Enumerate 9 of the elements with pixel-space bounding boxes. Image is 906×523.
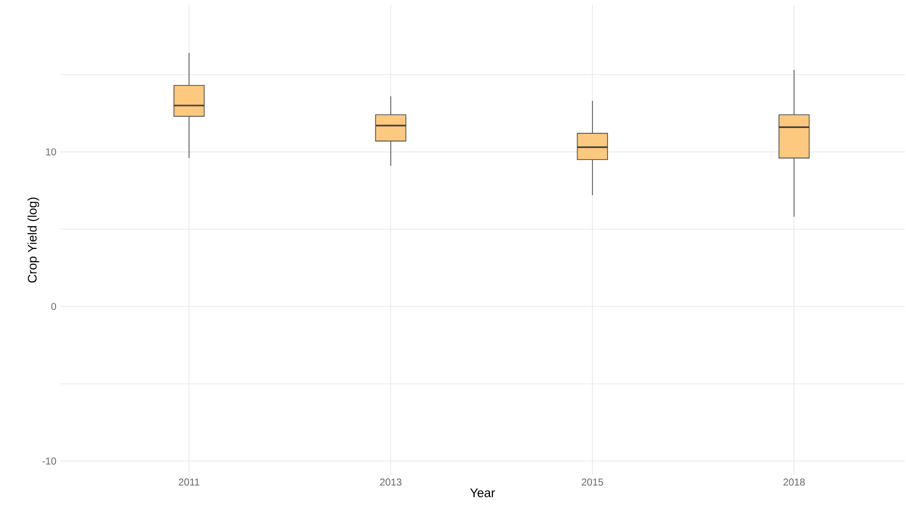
x-axis-title: Year [470, 488, 495, 498]
x-tick-label: 2015 [582, 478, 604, 486]
x-tick-label: 2011 [178, 478, 200, 486]
y-tick-label: 0 [51, 302, 56, 310]
x-tick-label: 2013 [380, 478, 402, 486]
x-tick-label: 2018 [783, 478, 805, 486]
y-tick-label: 10 [46, 148, 56, 156]
y-axis-title: Crop Yield (log) [27, 198, 40, 283]
y-tick-label: -10 [42, 458, 56, 465]
